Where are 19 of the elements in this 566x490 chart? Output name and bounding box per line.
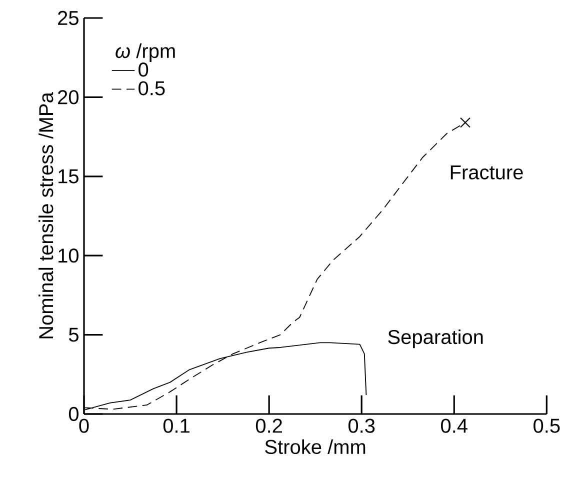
y-axis-title: Nominal tensile stress /MPa — [38, 92, 54, 338]
x-axis-title: Stroke /mm — [265, 439, 366, 454]
annotation: Separation — [388, 329, 483, 348]
y-tick-label: 0 — [68, 406, 78, 422]
legend-title: ω /rpm — [116, 43, 175, 62]
x-tick-label: 0.5 — [534, 418, 560, 433]
x-tick-label: 0.2 — [256, 418, 282, 433]
legend-label: 0 — [138, 62, 148, 77]
x-tick-label: 0 — [79, 418, 89, 433]
annotation: Fracture — [450, 165, 523, 180]
legend-label: 0.5 — [138, 81, 165, 96]
y-tick-label: 25 — [58, 10, 78, 26]
x-tick-label: 0.1 — [163, 418, 190, 433]
y-tick-label: 15 — [58, 169, 78, 184]
y-tick-label: 10 — [58, 248, 78, 263]
x-tick-label: 0.4 — [441, 418, 468, 433]
y-tick-label: 5 — [68, 328, 78, 342]
y-tick-label: 20 — [58, 90, 78, 104]
x-tick-label: 0.3 — [348, 418, 375, 433]
